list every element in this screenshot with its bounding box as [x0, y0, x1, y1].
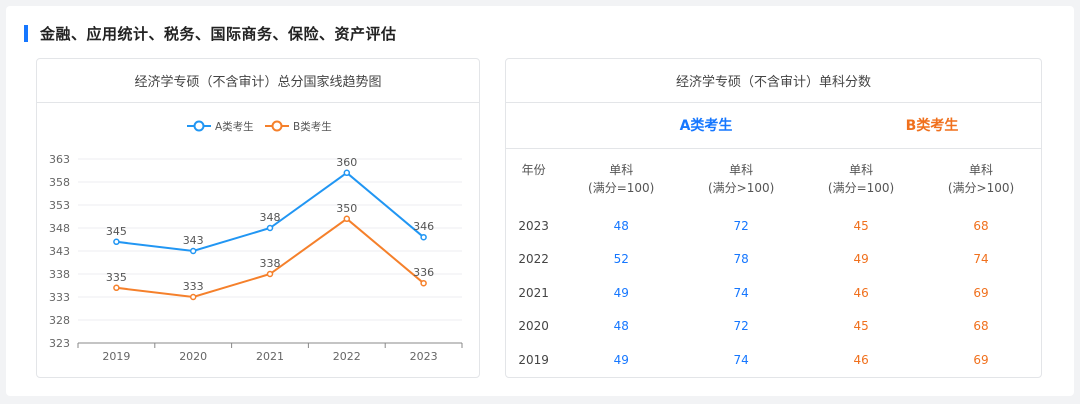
header-full-over100-label: (满分>100): [707, 181, 775, 195]
y-tick-label: 323: [49, 337, 70, 350]
single-subject-card: 经济学专硕（不含审计）单科分数 A类考生 B类考生 年份 单科 (满分=100) …: [505, 58, 1042, 378]
table-row: 2022 52 78 49 74: [506, 243, 1041, 277]
a-over100-cell: 78: [733, 252, 749, 267]
data-point: [189, 247, 197, 255]
a-100-cell: 48: [613, 319, 629, 334]
col-b-over100-header: 单科 (满分>100): [921, 151, 1041, 209]
data-label: 360: [336, 156, 357, 169]
col-year-header: 年份: [506, 151, 561, 209]
header-full-over100-label: (满分>100): [947, 181, 1015, 195]
y-tick-label: 328: [49, 314, 70, 327]
b-100-cell: 49: [853, 252, 869, 267]
y-tick-label: 358: [49, 176, 70, 189]
trend-chart-card: 经济学专硕（不含审计）总分国家线趋势图 323 328 333 338 343 348 35…: [36, 58, 480, 378]
header-single-label: 单科: [609, 163, 634, 177]
x-tick-label: 2021: [256, 350, 284, 363]
b-over100-cell: 69: [973, 352, 989, 367]
a-100-cell: 49: [613, 285, 629, 300]
b-over100-cell: 68: [973, 218, 989, 233]
group-b-label: B类考生: [905, 118, 959, 134]
data-label: 346: [413, 220, 434, 233]
a-over100-cell: 74: [733, 352, 749, 367]
x-tick-label: 2022: [333, 350, 361, 363]
a-over100-cell: 74: [733, 285, 749, 300]
col-a-100-header: 单科 (满分=100): [561, 151, 681, 209]
year-cell: 2023: [518, 218, 549, 233]
data-label: 350: [336, 202, 357, 215]
col-b-100-header: 单科 (满分=100): [801, 151, 921, 209]
chart-card-title: 经济学专硕（不含审计）总分国家线趋势图: [37, 59, 479, 103]
group-header-row: A类考生 B类考生: [506, 103, 1041, 149]
data-point: [113, 238, 120, 246]
data-point: [420, 279, 427, 287]
b-over100-cell: 69: [973, 285, 989, 300]
accent-bar: [24, 24, 28, 42]
legend-label: A类考生: [215, 120, 254, 133]
year-cell: 2019: [518, 352, 549, 367]
col-a-over100-header: 单科 (满分>100): [681, 151, 801, 209]
data-point: [343, 169, 351, 177]
data-point: [266, 224, 274, 232]
year-cell: 2020: [518, 319, 549, 334]
y-tick-label: 348: [49, 222, 70, 235]
y-tick-label: 343: [49, 245, 70, 258]
header-single-label: 单科: [849, 163, 874, 177]
page-panel: 金融、应用统计、税务、国际商务、保险、资产评估 经济学专硕（不含审计）总分国家线…: [6, 6, 1074, 396]
header-single-label: 单科: [729, 163, 754, 177]
header-single-label: 单科: [969, 163, 994, 177]
b-over100-cell: 74: [973, 252, 989, 267]
year-cell: 2021: [518, 285, 549, 300]
a-100-cell: 48: [613, 218, 629, 233]
header-year-label: 年份: [521, 163, 546, 177]
b-100-cell: 46: [853, 352, 869, 367]
table-row: 2019 49 74 46 69: [506, 343, 1041, 377]
table-header-row: 年份 单科 (满分=100) 单科 (满分>100) 单科 (满分=100) 单科 (满…: [506, 151, 1041, 209]
table-row: 2021 49 74 46 69: [506, 276, 1041, 310]
section-header: 金融、应用统计、税务、国际商务、保险、资产评估: [24, 22, 397, 44]
legend-label: B类考生: [293, 120, 332, 133]
b-100-cell: 45: [853, 319, 869, 334]
b-over100-cell: 68: [973, 319, 989, 334]
trend-line-chart: 323 328 333 338 343 348 353 358 363 2019 2020 2021 2…: [49, 120, 463, 363]
b-100-cell: 46: [853, 285, 869, 300]
a-over100-cell: 72: [733, 218, 749, 233]
a-over100-cell: 72: [733, 319, 749, 334]
data-label: 336: [413, 266, 434, 279]
table-row: 2020 48 72 45 68: [506, 310, 1041, 344]
b-100-cell: 45: [853, 218, 869, 233]
x-tick-label: 2023: [410, 350, 438, 363]
data-label: 345: [106, 225, 127, 238]
y-tick-label: 353: [49, 199, 70, 212]
table-card-title: 经济学专硕（不含审计）单科分数: [506, 59, 1041, 103]
header-full-100-label: (满分=100): [588, 181, 655, 195]
y-tick-label: 363: [49, 153, 70, 166]
section-title: 金融、应用统计、税务、国际商务、保险、资产评估: [40, 24, 397, 43]
data-point: [113, 284, 120, 292]
data-point: [343, 215, 351, 223]
year-cell: 2022: [518, 252, 549, 267]
x-tick-label: 2019: [102, 350, 130, 363]
data-label: 333: [183, 280, 204, 293]
y-tick-label: 338: [49, 268, 70, 281]
group-a-label: A类考生: [679, 118, 733, 134]
y-tick-label: 333: [49, 291, 70, 304]
data-point: [266, 270, 274, 278]
data-label: 343: [183, 234, 204, 247]
table-row: 2023 48 72 45 68: [506, 209, 1041, 243]
score-table: 年份 单科 (满分=100) 单科 (满分>100) 单科 (满分=100) 单科 (满…: [506, 151, 1041, 377]
header-full-100-label: (满分=100): [827, 181, 895, 195]
data-label: 335: [106, 271, 127, 284]
legend-marker: [193, 120, 205, 132]
data-label: 348: [260, 211, 281, 224]
data-label: 338: [260, 257, 281, 270]
data-point: [420, 233, 427, 241]
a-100-cell: 52: [613, 252, 629, 267]
a-100-cell: 49: [613, 352, 629, 367]
data-point: [189, 293, 197, 301]
x-tick-label: 2020: [179, 350, 207, 363]
legend-marker: [271, 120, 283, 132]
